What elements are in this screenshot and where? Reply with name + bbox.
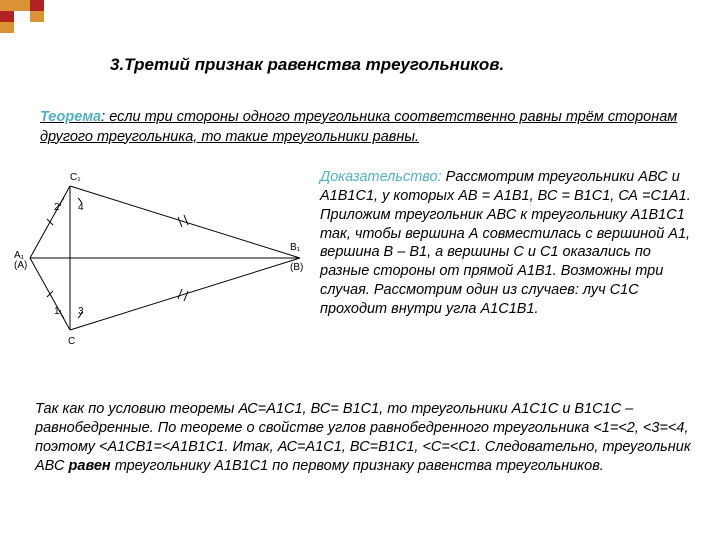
svg-text:3: 3 xyxy=(78,306,84,317)
theorem-text: если три стороны одного треугольника соо… xyxy=(40,109,677,145)
theorem-sep: : xyxy=(101,109,109,125)
proof-label: Доказательство: xyxy=(320,169,442,185)
conclusion-bold: равен xyxy=(69,458,111,474)
section-title: 3.Третий признак равенства треугольников… xyxy=(110,55,504,75)
triangle-diagram: А₁ (А) В₁ (В) С₁ С 2 4 1 3 xyxy=(10,168,310,348)
svg-text:(А): (А) xyxy=(14,260,27,271)
svg-text:4: 4 xyxy=(78,202,84,213)
proof-block: Доказательство: Рассмотрим треугольники … xyxy=(320,168,692,319)
theorem-label: Теорема xyxy=(40,109,101,125)
svg-text:2: 2 xyxy=(54,202,60,213)
svg-text:1: 1 xyxy=(54,306,60,317)
svg-text:В₁: В₁ xyxy=(290,242,301,253)
svg-text:С: С xyxy=(68,336,75,347)
svg-text:(В): (В) xyxy=(290,262,303,273)
conclusion-block: Так как по условию теоремы АС=А1С1, ВС= … xyxy=(35,400,692,475)
conclusion-p2: треугольнику А1В1С1 по первому признаку … xyxy=(111,458,604,474)
svg-text:С₁: С₁ xyxy=(70,172,81,183)
corner-decoration xyxy=(0,0,60,45)
proof-text: Рассмотрим треугольники АВС и А1В1С1, у … xyxy=(320,169,691,317)
theorem-block: Теорема: если три стороны одного треугол… xyxy=(40,108,680,147)
